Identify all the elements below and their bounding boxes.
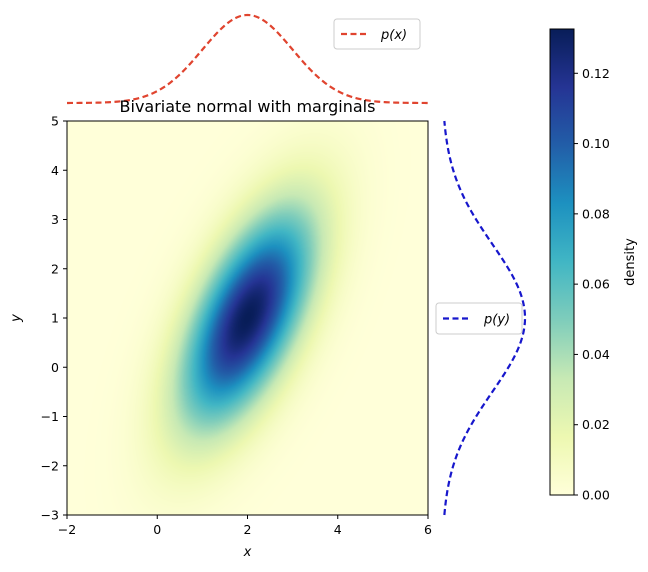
legend-px-label: p(x) <box>380 28 407 43</box>
y-tick-label: 1 <box>51 311 59 326</box>
x-axis-label: x <box>243 545 252 560</box>
heatmap-panel <box>66 120 429 516</box>
colorbar-tick-label: 0.04 <box>582 347 610 362</box>
colorbar-tick-label: 0.10 <box>582 136 610 151</box>
x-tick-label: 4 <box>334 522 342 537</box>
y-tick-label: 3 <box>51 212 59 227</box>
legend-py-label: p(y) <box>483 313 510 328</box>
x-tick-label: −2 <box>58 522 76 537</box>
colorbar-tick-label: 0.08 <box>582 206 610 221</box>
colorbar-ticks: 0.00 0.02 0.04 0.06 0.08 0.10 0.12 <box>574 66 610 503</box>
y-tick-label: 0 <box>51 360 59 375</box>
y-tick-label: −2 <box>41 458 59 473</box>
y-tick-label: 5 <box>51 114 59 129</box>
colorbar-tick-label: 0.02 <box>582 417 610 432</box>
y-axis: −3 −2 −1 0 1 2 3 4 5 <box>41 114 67 523</box>
x-tick-label: 0 <box>153 522 161 537</box>
chart-title: Bivariate normal with marginals <box>120 97 376 116</box>
y-tick-label: −3 <box>41 508 59 523</box>
y-tick-label: 2 <box>51 261 59 276</box>
colorbar: 0.00 0.02 0.04 0.06 0.08 0.10 0.12 density <box>549 28 638 503</box>
colorbar-tick-label: 0.06 <box>582 277 610 292</box>
x-tick-label: 2 <box>244 522 252 537</box>
x-tick-label: 6 <box>424 522 432 537</box>
colorbar-label: density <box>623 238 638 286</box>
marginal-y-curve <box>443 120 527 516</box>
colorbar-gradient <box>549 28 575 496</box>
colorbar-tick-label: 0.00 <box>582 488 610 503</box>
y-axis-label: y <box>9 314 24 323</box>
y-tick-label: −1 <box>41 409 59 424</box>
legend-px: p(x) <box>333 18 421 50</box>
y-tick-label: 4 <box>51 163 59 178</box>
colorbar-tick-label: 0.12 <box>582 66 610 81</box>
density-heatmap <box>67 121 428 515</box>
x-axis: −2 0 2 4 6 <box>58 515 432 537</box>
legend-py: p(y) <box>435 302 523 335</box>
marginal-x-curve <box>67 13 428 105</box>
